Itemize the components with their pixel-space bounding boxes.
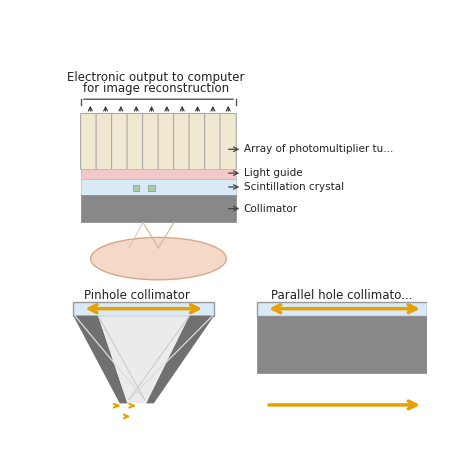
FancyBboxPatch shape: [173, 113, 190, 170]
FancyBboxPatch shape: [158, 113, 174, 170]
Text: Electronic output to computer: Electronic output to computer: [67, 71, 245, 84]
Polygon shape: [146, 316, 214, 403]
Bar: [81, 169, 236, 179]
Bar: [81, 195, 236, 222]
FancyBboxPatch shape: [127, 113, 143, 170]
FancyBboxPatch shape: [189, 113, 205, 170]
FancyBboxPatch shape: [220, 113, 237, 170]
Text: Array of photomultiplier tu...: Array of photomultiplier tu...: [244, 144, 393, 154]
FancyBboxPatch shape: [205, 113, 221, 170]
Bar: [73, 302, 214, 316]
Text: Scintillation crystal: Scintillation crystal: [244, 182, 344, 192]
Bar: [257, 302, 427, 316]
Polygon shape: [98, 316, 190, 403]
Text: Light guide: Light guide: [244, 168, 302, 178]
Bar: [148, 185, 155, 191]
FancyBboxPatch shape: [96, 113, 112, 170]
Polygon shape: [73, 316, 128, 403]
Bar: [81, 179, 236, 195]
FancyBboxPatch shape: [111, 113, 128, 170]
Ellipse shape: [91, 237, 226, 280]
FancyBboxPatch shape: [81, 113, 97, 170]
Bar: [133, 185, 139, 191]
FancyBboxPatch shape: [143, 113, 159, 170]
Text: Parallel hole collimato...: Parallel hole collimato...: [272, 290, 413, 302]
Text: for image reconstruction: for image reconstruction: [83, 82, 229, 94]
Bar: [257, 316, 427, 373]
Text: Pinhole collimator: Pinhole collimator: [84, 290, 190, 302]
Text: Collimator: Collimator: [244, 203, 298, 214]
